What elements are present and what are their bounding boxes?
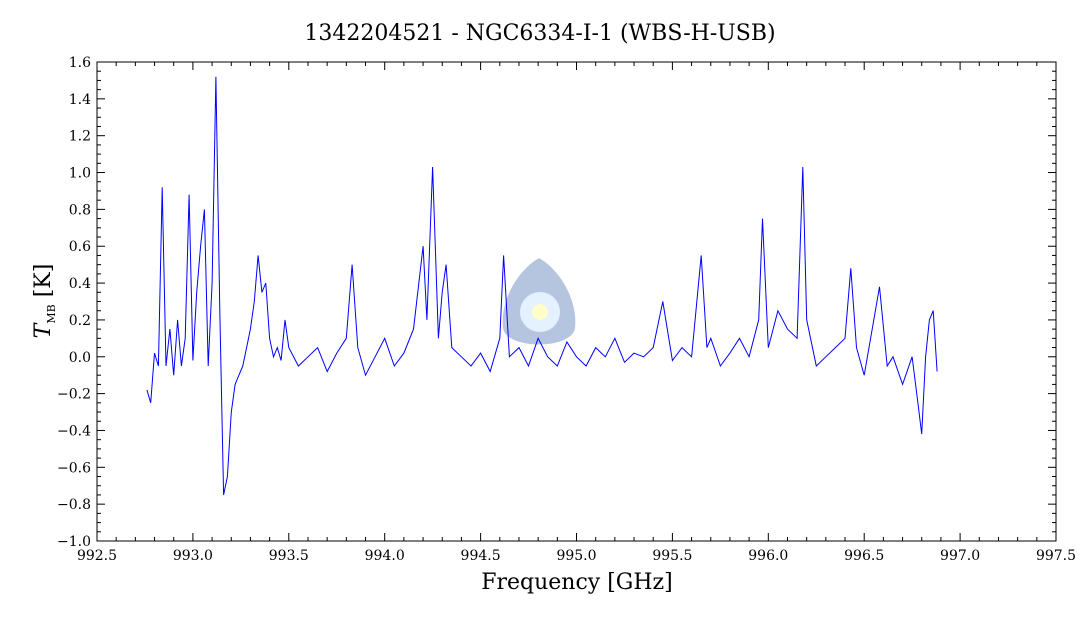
y-tick-label: 1.4 bbox=[69, 92, 91, 108]
spectrum-series-line bbox=[146, 76, 938, 496]
y-axis-label-symbol: T bbox=[31, 321, 56, 338]
x-axis-label: Frequency [GHz] bbox=[481, 570, 673, 595]
y-axis: −1.0 −0.8 −0.6 −0.4 −0.2 0.0 0.2 0.4 0.6 0.8 1.0 1.… bbox=[57, 55, 1056, 550]
y-tick-label: 0.6 bbox=[69, 239, 91, 255]
y-axis-label-subscript: MB bbox=[45, 304, 58, 323]
chart-title: 1342204521 - NGC6334-I-1 (WBS-H-USB) bbox=[304, 21, 775, 46]
x-tick-label: 993.0 bbox=[173, 548, 213, 564]
plot-frame bbox=[96, 61, 1057, 542]
x-tick-label: 995.5 bbox=[652, 548, 692, 564]
y-tick-label: 1.0 bbox=[69, 166, 91, 182]
x-tick-label: 997.0 bbox=[940, 548, 980, 564]
y-tick-label: 1.6 bbox=[69, 55, 91, 71]
y-axis-label-unit-text: [K] bbox=[31, 264, 56, 298]
x-tick-label: 994.0 bbox=[365, 548, 405, 564]
y-tick-label: 0.8 bbox=[69, 202, 91, 218]
y-axis-label: TMB [K] bbox=[31, 264, 58, 339]
y-tick-label: −0.2 bbox=[57, 387, 91, 403]
x-tick-label: 992.5 bbox=[77, 548, 117, 564]
x-tick-label: 997.5 bbox=[1036, 548, 1076, 564]
watermark-logo bbox=[502, 258, 576, 345]
y-tick-label: 0.0 bbox=[69, 350, 91, 366]
y-tick-label: −0.6 bbox=[57, 460, 91, 476]
x-tick-label: 993.5 bbox=[269, 548, 309, 564]
x-tick-label: 995.0 bbox=[556, 548, 596, 564]
x-tick-label: 994.5 bbox=[461, 548, 501, 564]
y-tick-label: −1.0 bbox=[57, 534, 91, 550]
y-tick-label: −0.8 bbox=[57, 497, 91, 513]
y-tick-label: 1.2 bbox=[69, 129, 91, 145]
x-tick-label: 996.5 bbox=[844, 548, 884, 564]
y-axis-label-unit bbox=[31, 297, 56, 304]
x-tick-label: 996.0 bbox=[748, 548, 788, 564]
y-tick-label: −0.4 bbox=[57, 423, 91, 439]
y-tick-label: 0.4 bbox=[69, 276, 91, 292]
x-axis: 992.5 993.0 993.5 994.0 994.5 995.0 995.5 996.0… bbox=[77, 62, 1076, 564]
y-tick-label: 0.2 bbox=[69, 313, 91, 329]
